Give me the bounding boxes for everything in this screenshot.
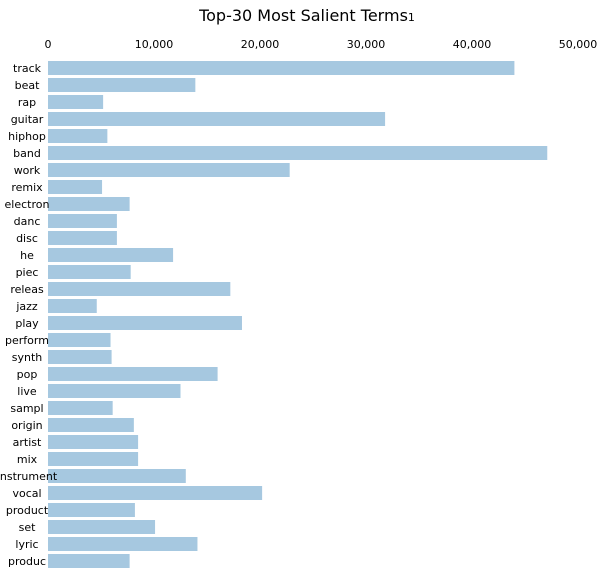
- category-label: pop: [17, 368, 38, 381]
- bar-lyric: [48, 537, 198, 551]
- category-label: origin: [11, 419, 42, 432]
- bar-artist: [48, 435, 139, 449]
- x-axis-ticks: 0 10,000 20,000 30,000 40,000 50,000: [45, 38, 598, 51]
- x-tick-label: 40,000: [453, 38, 492, 51]
- x-tick-label: 10,000: [135, 38, 174, 51]
- category-label: perform: [5, 334, 49, 347]
- category-label: piec: [16, 266, 39, 279]
- bar-product: [48, 503, 135, 517]
- category-label: track: [13, 62, 42, 75]
- category-label: set: [19, 521, 36, 534]
- category-label: remix: [11, 181, 43, 194]
- bar-set: [48, 520, 156, 534]
- category-label: vocal: [12, 487, 41, 500]
- category-label: beat: [15, 79, 40, 92]
- bar-he: [48, 248, 174, 262]
- x-tick-label: 20,000: [241, 38, 280, 51]
- bars: [48, 61, 548, 568]
- bar-mix: [48, 452, 139, 466]
- category-label: disc: [16, 232, 38, 245]
- category-label: danc: [14, 215, 41, 228]
- chart-title-text: Top-30 Most Salient Terms: [198, 6, 408, 25]
- category-label: synth: [12, 351, 43, 364]
- category-label: work: [14, 164, 41, 177]
- bar-guitar: [48, 112, 386, 126]
- x-tick-label: 30,000: [347, 38, 386, 51]
- bar-play: [48, 316, 242, 330]
- category-label: produc: [8, 555, 46, 568]
- bar-produc: [48, 554, 130, 568]
- bar-instrument: [48, 469, 186, 483]
- category-label: jazz: [15, 300, 38, 313]
- bar-synth: [48, 350, 112, 364]
- category-label: play: [15, 317, 39, 330]
- chart-title: Top-30 Most Salient Terms1: [198, 6, 415, 25]
- bar-origin: [48, 418, 134, 432]
- category-label: he: [20, 249, 34, 262]
- category-label: electron: [5, 198, 50, 211]
- bar-releas: [48, 282, 231, 296]
- category-label: guitar: [11, 113, 44, 126]
- category-label: rap: [18, 96, 36, 109]
- bar-perform: [48, 333, 111, 347]
- category-label: instrument: [0, 470, 58, 483]
- bar-live: [48, 384, 181, 398]
- bar-band: [48, 146, 548, 160]
- bar-pop: [48, 367, 218, 381]
- category-label: live: [17, 385, 37, 398]
- bar-remix: [48, 180, 103, 194]
- x-tick-label: 0: [45, 38, 52, 51]
- bar-sampl: [48, 401, 113, 415]
- bar-danc: [48, 214, 117, 228]
- category-label: mix: [17, 453, 38, 466]
- category-label: releas: [10, 283, 44, 296]
- category-label: product: [6, 504, 49, 517]
- category-label: band: [13, 147, 41, 160]
- category-label: sampl: [10, 402, 43, 415]
- bar-beat: [48, 78, 196, 92]
- category-label: hiphop: [8, 130, 46, 143]
- bar-rap: [48, 95, 104, 109]
- bar-vocal: [48, 486, 263, 500]
- category-label: lyric: [15, 538, 38, 551]
- bar-electron: [48, 197, 130, 211]
- category-labels: track beat rap guitar hiphop band work remix ele…: [0, 62, 58, 568]
- category-label: artist: [13, 436, 42, 449]
- bar-work: [48, 163, 290, 177]
- chart-title-superscript: 1: [408, 11, 415, 24]
- bar-jazz: [48, 299, 97, 313]
- bar-disc: [48, 231, 117, 245]
- x-tick-label: 50,000: [559, 38, 598, 51]
- bar-track: [48, 61, 515, 75]
- bar-piec: [48, 265, 131, 279]
- bar-hiphop: [48, 129, 108, 143]
